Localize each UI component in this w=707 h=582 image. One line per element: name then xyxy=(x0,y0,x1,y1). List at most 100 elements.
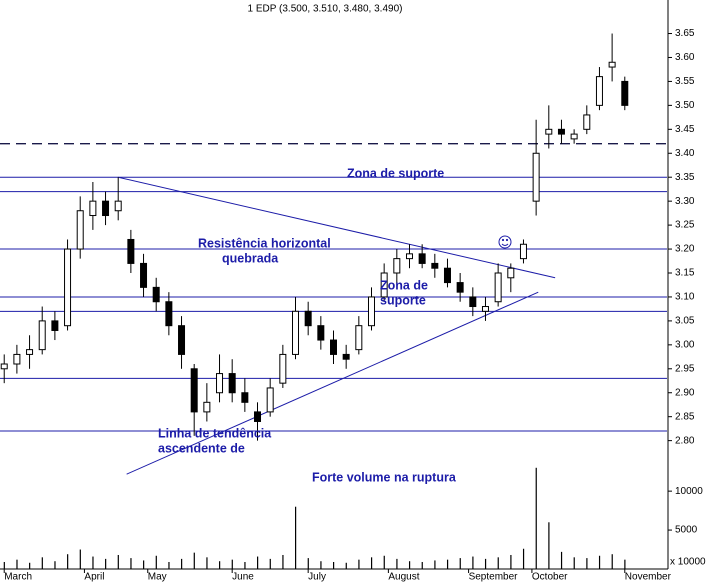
volume-bar xyxy=(130,558,132,569)
smiley xyxy=(498,235,512,249)
volume-bar xyxy=(383,555,385,569)
x-tick-label: April xyxy=(84,572,104,582)
candle-body xyxy=(519,243,527,260)
y-tick-label: 3.00 xyxy=(675,339,695,350)
candle-body xyxy=(507,267,515,279)
candle-body xyxy=(228,373,236,394)
x-tick-label: November xyxy=(625,572,672,582)
candle-body xyxy=(456,282,464,293)
candle-body xyxy=(469,296,477,308)
candle-body xyxy=(621,80,629,106)
y-tick-label: 3.50 xyxy=(675,100,695,111)
y-tick-label: 3.30 xyxy=(675,196,695,207)
volume-bar xyxy=(548,522,550,569)
trend-line xyxy=(126,291,539,475)
volume-bar xyxy=(67,554,69,569)
volume-bar xyxy=(41,557,43,569)
volume-bar xyxy=(522,548,525,569)
x-tick-label: March xyxy=(4,572,32,582)
candle-body xyxy=(355,325,363,351)
candle-body xyxy=(405,253,413,260)
volume-bar xyxy=(560,551,563,569)
candle-body xyxy=(380,272,388,298)
y-tick-label: 3.40 xyxy=(675,148,695,159)
y2-tick-label: 10000 xyxy=(675,486,703,497)
y2-tick-label: 5000 xyxy=(675,525,698,536)
y-tick-label: 2.90 xyxy=(675,387,695,398)
candle-body xyxy=(557,128,565,135)
candle-body xyxy=(190,368,198,413)
volume-bar xyxy=(16,559,18,569)
candle-body xyxy=(443,267,451,284)
candle-body xyxy=(494,272,502,303)
volume-bar xyxy=(3,561,5,569)
volume-bar xyxy=(181,558,183,569)
volume-bar xyxy=(219,561,221,569)
volume-bar xyxy=(307,558,309,569)
volume-bar xyxy=(421,561,423,569)
y-tick-label: 3.20 xyxy=(675,244,695,255)
annotation: suporte xyxy=(380,293,426,307)
volume-bar xyxy=(105,558,107,569)
y-tick-label: 3.60 xyxy=(675,52,695,63)
annotation: Forte volume na ruptura xyxy=(312,470,457,484)
volume-bar xyxy=(244,561,246,569)
candle-body xyxy=(608,61,616,68)
annotation: quebrada xyxy=(222,251,279,265)
candle-body xyxy=(89,200,97,217)
x-tick-label: August xyxy=(388,572,419,582)
volume-bar xyxy=(168,561,170,569)
volume-bar xyxy=(573,557,575,569)
volume-bar xyxy=(370,557,373,569)
volume-bar xyxy=(535,467,537,569)
volume-unit-label: x 10000 xyxy=(670,557,706,568)
volume-bar xyxy=(54,561,56,569)
volume-bar xyxy=(206,557,208,569)
candle-body xyxy=(203,401,211,413)
volume-bar xyxy=(510,554,512,569)
volume-bar xyxy=(29,562,31,569)
candle-body xyxy=(367,296,375,327)
annotation: Zona de suporte xyxy=(347,166,444,180)
volume-bar xyxy=(598,555,601,569)
y-tick-label: 3.65 xyxy=(675,28,695,39)
volume-bar xyxy=(586,558,588,569)
y-tick-label: 2.95 xyxy=(675,363,695,374)
volume-bar xyxy=(143,560,145,569)
candle-body xyxy=(570,133,578,140)
trend-line xyxy=(118,176,556,279)
y-tick-label: 3.10 xyxy=(675,292,695,303)
x-tick-label: September xyxy=(469,572,519,582)
chart-title: 1 EDP (3.500, 3.510, 3.480, 3.490) xyxy=(248,4,403,15)
volume-bar xyxy=(434,560,436,569)
candle-body xyxy=(165,301,173,327)
y-tick-label: 3.45 xyxy=(675,124,695,135)
volume-bar xyxy=(472,556,474,569)
candle-body xyxy=(304,310,312,327)
candle-body xyxy=(393,258,401,274)
y-tick-label: 3.15 xyxy=(675,268,695,279)
y-tick-label: 3.55 xyxy=(675,76,695,87)
x-tick-label: June xyxy=(232,572,254,582)
annotation: Linha de tendência xyxy=(158,426,272,440)
candle-body xyxy=(418,253,426,264)
y-tick-label: 3.05 xyxy=(675,316,695,327)
candle-body xyxy=(26,349,34,355)
candle-body xyxy=(140,262,148,288)
y-tick-label: 2.80 xyxy=(675,435,695,446)
candle-body xyxy=(266,387,274,413)
volume-bar xyxy=(117,554,119,569)
annotation: ascendente de xyxy=(158,441,245,455)
candle-body xyxy=(102,200,110,217)
candle-body xyxy=(583,114,591,130)
volume-bar xyxy=(231,559,233,569)
candle-body xyxy=(51,320,59,331)
x-tick-label: May xyxy=(148,572,167,582)
y-tick-label: 3.25 xyxy=(675,220,695,231)
candle-body xyxy=(532,152,540,202)
annotation: Resistência horizontal xyxy=(198,236,331,250)
volume-bar xyxy=(79,549,81,569)
candle-body xyxy=(595,76,603,106)
volume-bar xyxy=(408,561,411,569)
candle-body xyxy=(13,353,21,365)
